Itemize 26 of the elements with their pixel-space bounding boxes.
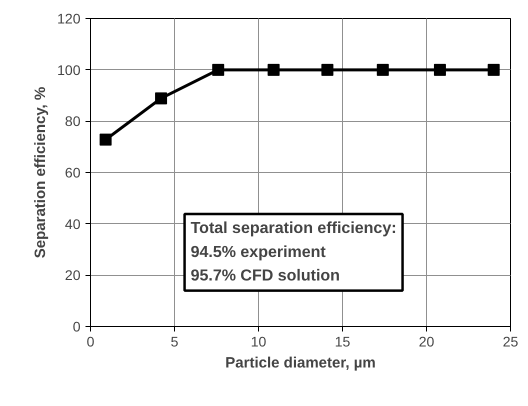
y-tick-label: 0	[72, 318, 81, 334]
point	[321, 64, 334, 76]
x-tick-label: 20	[418, 334, 434, 350]
x-tick-label: 15	[334, 334, 350, 350]
point	[434, 64, 446, 76]
y-tick-label: 100	[57, 62, 81, 78]
x-tick-label: 25	[502, 334, 518, 350]
x-tick-label: 0	[86, 334, 95, 350]
x-tick-label: 5	[170, 334, 179, 350]
y-tick-label: 20	[64, 267, 81, 284]
point	[212, 64, 224, 76]
y-axis-title: Separation efficiency, %	[32, 86, 50, 258]
annotation: Total separation efficiency:	[190, 220, 397, 237]
y-tick-label: 60	[64, 164, 81, 180]
y-tick-label: 120	[57, 10, 81, 26]
x-tick-label: 10	[250, 334, 266, 350]
point	[376, 64, 389, 76]
annotation: 95.7% CFD solution	[190, 268, 340, 285]
point	[100, 134, 112, 146]
point	[155, 92, 168, 104]
x-axis-title: Particle diameter, µm	[225, 354, 376, 372]
y-tick-label: 40	[64, 216, 81, 232]
point	[268, 64, 280, 76]
y-tick-label: 80	[64, 113, 81, 130]
point	[488, 64, 500, 76]
annotation: 94.5% experiment	[190, 244, 326, 261]
